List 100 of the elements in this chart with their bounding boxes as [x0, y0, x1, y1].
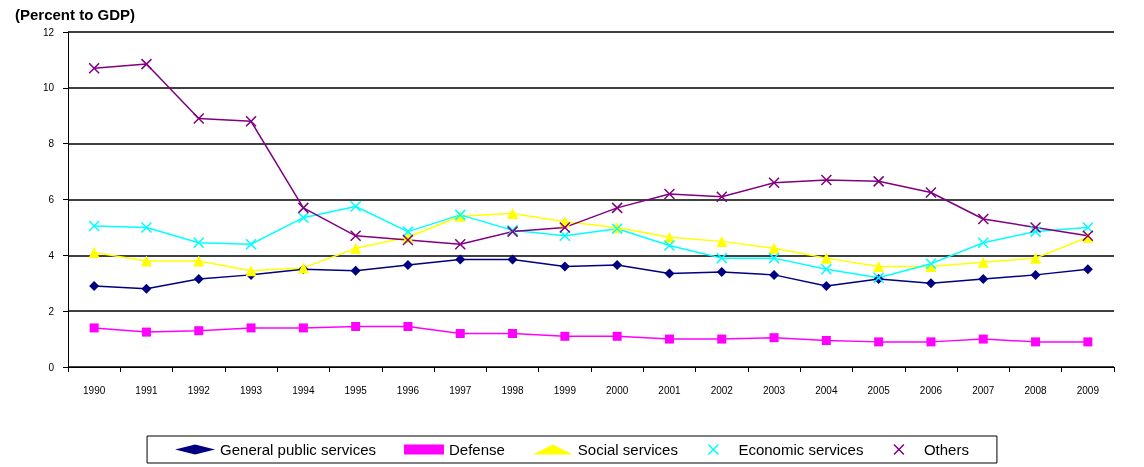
point	[349, 230, 362, 242]
x-tick-label: 2008	[1024, 384, 1048, 396]
x-tick-label: 1995	[344, 384, 368, 396]
point	[246, 323, 256, 333]
point	[716, 190, 728, 203]
x-tick-label: 2002	[710, 384, 734, 396]
point	[559, 221, 571, 234]
legend-label: Others	[923, 441, 969, 458]
point	[89, 281, 100, 292]
point	[978, 274, 989, 285]
point	[821, 335, 831, 345]
point	[403, 322, 413, 332]
y-tick-label: 10	[42, 82, 55, 94]
point	[1029, 225, 1042, 238]
point	[559, 230, 571, 242]
point	[926, 337, 936, 347]
point	[612, 260, 623, 271]
point	[88, 62, 100, 75]
x-tick-label: 2004	[815, 384, 838, 396]
point	[141, 327, 151, 337]
point	[507, 254, 518, 265]
point	[454, 238, 466, 250]
point	[872, 175, 885, 188]
x-tick-label: 2007	[972, 384, 995, 396]
point	[663, 188, 676, 200]
point	[559, 261, 570, 272]
x-tick-label: 2001	[658, 384, 682, 396]
point	[350, 242, 362, 254]
point	[1082, 264, 1093, 275]
point	[977, 256, 989, 268]
point	[245, 115, 257, 128]
point	[349, 200, 362, 213]
point	[140, 255, 152, 267]
x-tick-label: 1992	[187, 384, 211, 396]
legend-label: Defense	[448, 441, 505, 458]
point	[611, 202, 623, 214]
point	[769, 269, 780, 280]
x-tick-label: 2006	[919, 384, 943, 396]
point	[663, 239, 676, 252]
point	[88, 220, 100, 232]
point	[978, 334, 988, 344]
point	[140, 221, 153, 234]
x-tick-label: 1998	[501, 384, 525, 396]
point	[925, 278, 936, 289]
point	[193, 112, 205, 125]
point	[402, 225, 414, 238]
point	[664, 334, 674, 344]
point	[88, 247, 100, 259]
legend-label: Economic services	[738, 441, 864, 458]
y-tick-label: 2	[48, 305, 55, 317]
point	[194, 326, 204, 336]
point	[297, 211, 310, 224]
x-tick-label: 1994	[292, 384, 315, 396]
point	[402, 260, 413, 271]
chart-title: (Percent to GDP)	[15, 6, 136, 23]
point	[1031, 337, 1041, 347]
point	[612, 331, 622, 341]
point	[716, 267, 727, 278]
point	[874, 337, 884, 347]
point	[664, 268, 675, 279]
point	[873, 261, 885, 272]
point	[820, 263, 833, 276]
point	[717, 334, 727, 344]
point	[1083, 337, 1093, 347]
x-tick-label: 1997	[449, 384, 472, 396]
point	[245, 265, 257, 277]
point	[925, 257, 937, 270]
point	[925, 186, 937, 199]
point	[768, 242, 780, 254]
point	[820, 174, 833, 186]
x-tick-label: 2005	[867, 384, 891, 396]
point	[297, 202, 310, 214]
point	[977, 213, 989, 225]
point	[821, 281, 832, 292]
x-tick-label: 2009	[1076, 384, 1100, 396]
x-tick-label: 2000	[606, 384, 629, 396]
point	[455, 254, 466, 265]
x-tick-label: 1999	[553, 384, 577, 396]
point	[455, 329, 465, 338]
point	[350, 265, 361, 276]
point	[140, 58, 153, 70]
legend-label: General public services	[220, 441, 376, 458]
y-tick-label: 6	[48, 194, 55, 205]
point	[977, 237, 989, 249]
y-tick-label: 8	[48, 138, 55, 150]
point	[298, 323, 308, 333]
x-tick-label: 1991	[135, 384, 159, 396]
point	[769, 333, 779, 343]
point	[245, 238, 257, 250]
point	[193, 237, 205, 249]
point	[560, 331, 570, 341]
point	[1030, 252, 1042, 264]
point	[768, 177, 780, 189]
point	[193, 274, 204, 285]
x-tick-label: 1996	[396, 384, 420, 396]
point	[507, 207, 519, 219]
point	[820, 252, 832, 264]
point	[193, 255, 205, 267]
point	[141, 283, 152, 294]
y-tick-label: 0	[48, 361, 55, 373]
